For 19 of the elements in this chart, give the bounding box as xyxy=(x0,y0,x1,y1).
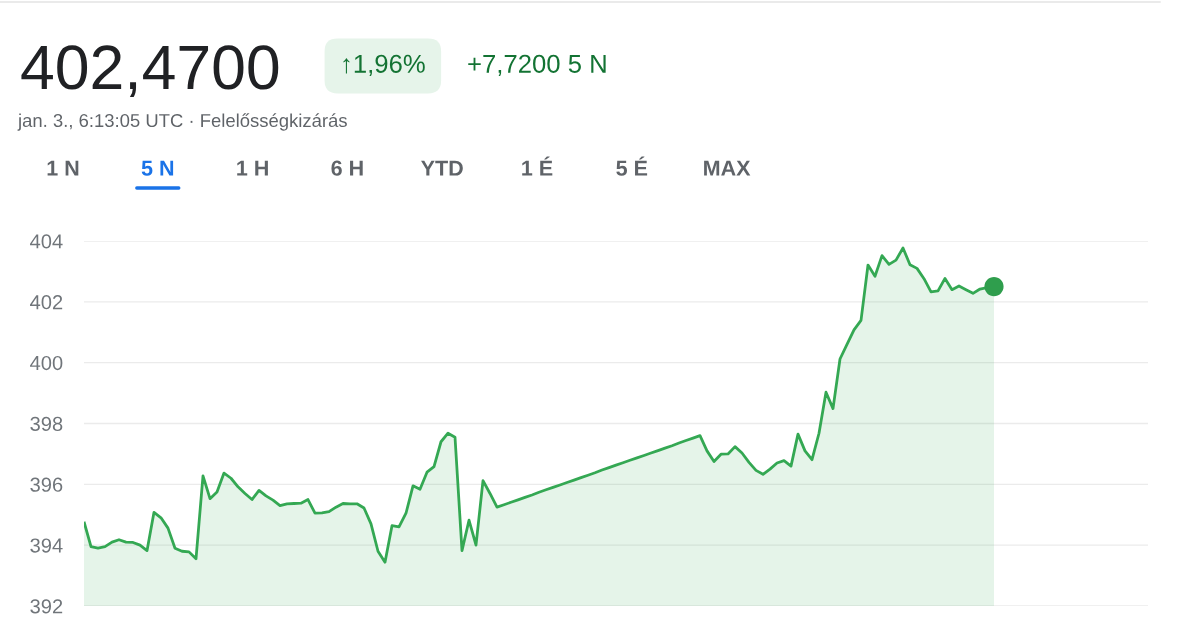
text: MAX xyxy=(704,160,751,176)
y-tick-label: 394 xyxy=(30,538,63,553)
y-tick-label: 396 xyxy=(30,477,63,492)
text: 1 N xyxy=(47,160,79,176)
text: ↑1,96% xyxy=(343,54,425,76)
y-tick-label: 404 xyxy=(30,234,63,249)
y-tick-label: 402 xyxy=(30,295,63,310)
y-tick-label: 392 xyxy=(30,599,63,614)
text: 1 H xyxy=(237,160,268,176)
chart-subtitle: jan. 3., 6:13:05 UTC · Felelősségkizárás xyxy=(17,113,347,131)
text: 1 É xyxy=(522,156,553,176)
y-tick-label: 400 xyxy=(30,355,63,371)
text: 5 É xyxy=(616,156,648,176)
text: YTD xyxy=(421,160,463,176)
text: 6 H xyxy=(331,160,363,176)
y-tick-label: 398 xyxy=(30,416,63,431)
text: 5 N xyxy=(141,160,174,176)
chart-title: 402,4700 xyxy=(21,45,279,97)
text: +7,7200 5 N xyxy=(468,54,606,76)
